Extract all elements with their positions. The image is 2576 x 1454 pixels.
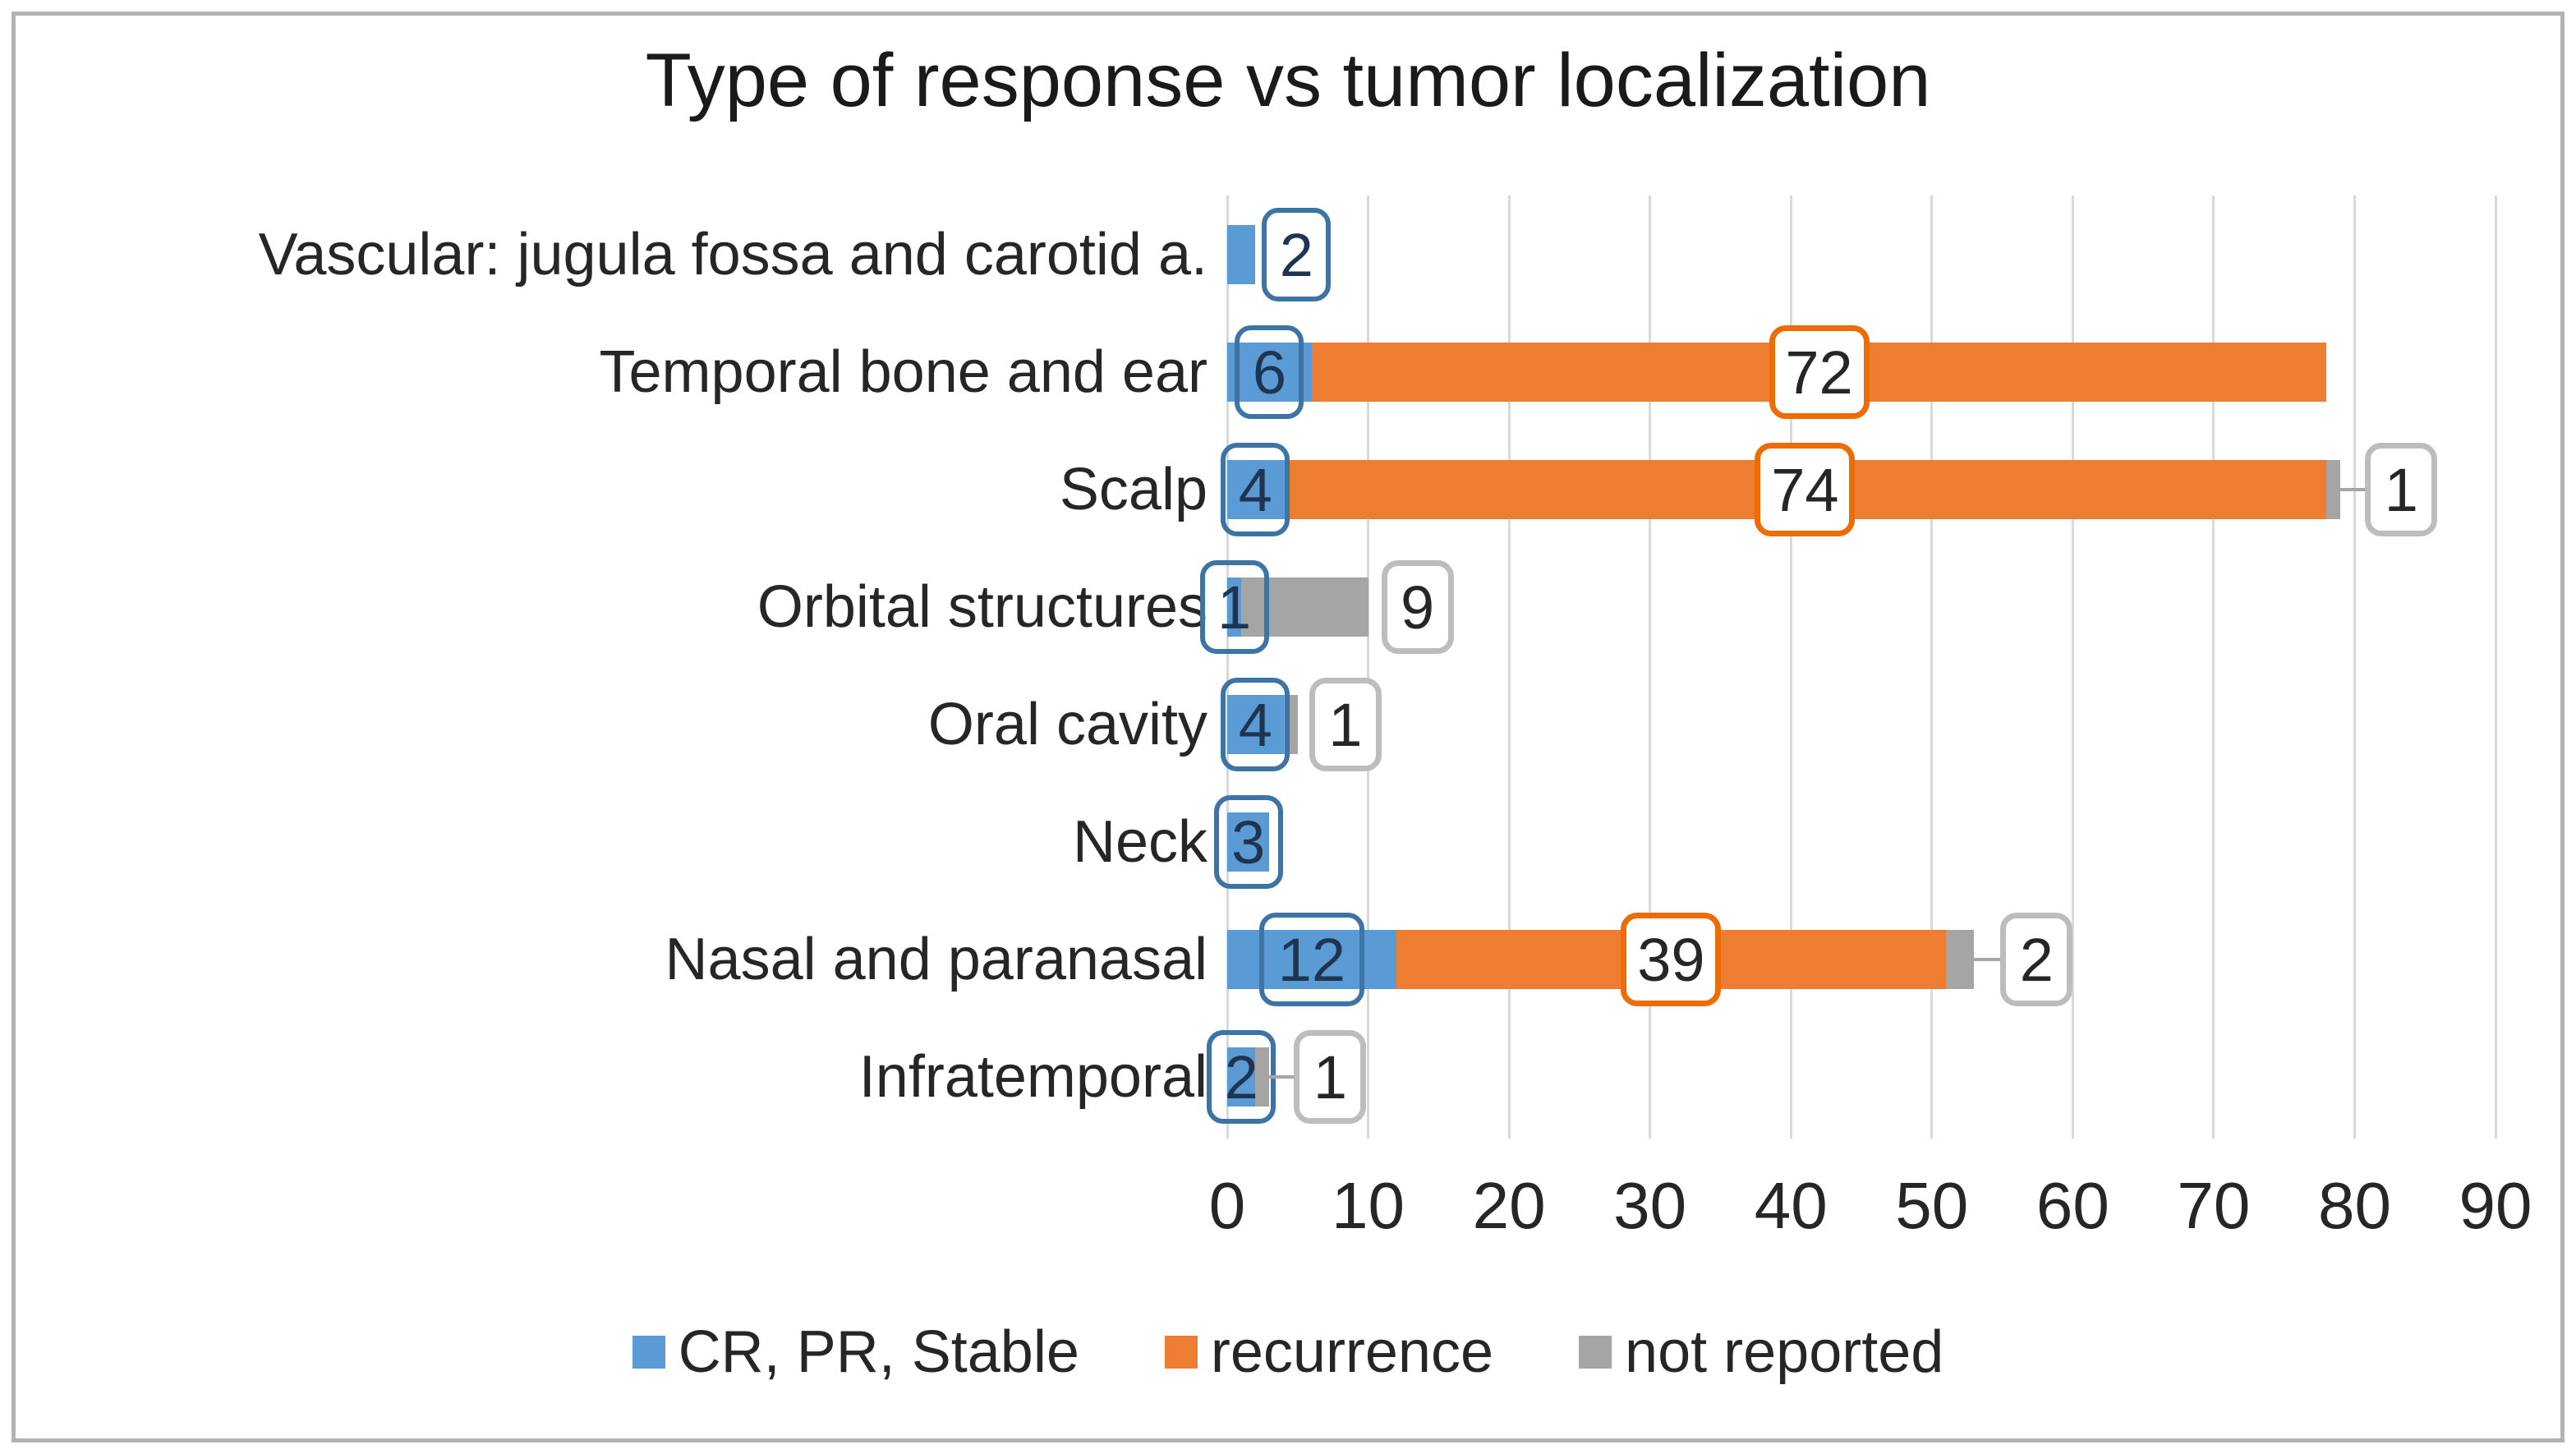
- bar-segment-blue: [1227, 460, 1284, 519]
- category-label: Orbital structures: [757, 574, 1208, 640]
- bar-segment-blue: [1227, 930, 1396, 989]
- axis-tick-label: 30: [1613, 1169, 1687, 1242]
- data-callout-blue: 4: [1221, 443, 1290, 536]
- bar-segment-blue: [1227, 812, 1270, 872]
- axis-tick-label: 20: [1472, 1169, 1546, 1242]
- data-callout-blue: 6: [1235, 325, 1304, 419]
- axis-tick-label: 70: [2177, 1169, 2251, 1242]
- data-callout-gray: 1: [1309, 678, 1382, 771]
- category-label: Scalp: [1059, 457, 1208, 522]
- bar-segment-blue: [1227, 695, 1284, 754]
- category-label: Oral cavity: [927, 692, 1208, 757]
- gridline: [1649, 196, 1652, 1139]
- gridline: [1930, 196, 1934, 1139]
- data-callout-gray: 2: [2000, 913, 2073, 1006]
- bar-segment-gray: [1255, 1047, 1270, 1107]
- legend-swatch: [1164, 1336, 1198, 1369]
- bar-segment-gray: [1945, 930, 1975, 989]
- category-label: Vascular: jugula fossa and carotid a.: [258, 222, 1208, 288]
- category-label: Infratemporal: [858, 1044, 1208, 1110]
- leader-line: [1974, 958, 2001, 961]
- category-label: Neck: [1072, 809, 1208, 875]
- data-callout-blue: 4: [1221, 678, 1290, 771]
- gridline: [2212, 196, 2215, 1139]
- gridline: [2494, 196, 2497, 1139]
- data-callout-gray: 1: [2365, 443, 2438, 536]
- leader-line: [1269, 1075, 1295, 1079]
- leader-line: [2340, 488, 2366, 491]
- bar-segment-gray: [1241, 577, 1368, 637]
- legend-item: not reported: [1579, 1318, 1944, 1386]
- gridline: [2353, 196, 2356, 1139]
- data-callout-blue: 2: [1207, 1030, 1276, 1124]
- gridline: [1789, 196, 1792, 1139]
- data-callout-gray: 9: [1381, 560, 1454, 654]
- data-callout-blue: 1: [1199, 560, 1269, 654]
- data-callout-orange: 39: [1621, 913, 1722, 1006]
- axis-tick-label: 50: [1895, 1169, 1969, 1242]
- gridline: [2071, 196, 2074, 1139]
- category-label: Temporal bone and ear: [599, 339, 1208, 405]
- legend-label: recurrence: [1210, 1319, 1494, 1385]
- category-label: Nasal and paranasal: [665, 927, 1208, 992]
- axis-tick-label: 90: [2459, 1169, 2532, 1242]
- data-callout-orange: 74: [1755, 443, 1856, 536]
- gridline: [1507, 196, 1511, 1139]
- gridline: [1367, 196, 1370, 1139]
- legend-label: not reported: [1625, 1319, 1944, 1385]
- legend: CR, PR, Stable recurrence not reported: [0, 1303, 2576, 1401]
- bar-segment-gray: [2326, 460, 2341, 519]
- legend-swatch: [1579, 1336, 1612, 1369]
- bar-segment-blue: [1227, 343, 1312, 402]
- axis-tick-label: 10: [1332, 1169, 1405, 1242]
- legend-label: CR, PR, Stable: [678, 1319, 1079, 1385]
- bar-segment-blue: [1227, 1047, 1256, 1107]
- chart-title: Type of response vs tumor localization: [645, 39, 1931, 122]
- axis-tick-label: 0: [1208, 1169, 1246, 1242]
- data-callout-blue: 2: [1262, 208, 1332, 301]
- legend-item: recurrence: [1164, 1318, 1494, 1386]
- axis-tick-label: 40: [1754, 1169, 1828, 1242]
- data-callout-blue: 3: [1213, 795, 1283, 889]
- legend-item: CR, PR, Stable: [632, 1318, 1079, 1386]
- data-callout-gray: 1: [1294, 1030, 1367, 1124]
- data-callout-blue: 12: [1258, 913, 1364, 1006]
- bar-segment-blue: [1227, 225, 1256, 284]
- data-callout-orange: 72: [1769, 325, 1870, 419]
- gridline: [1226, 196, 1229, 1139]
- axis-tick-label: 60: [2036, 1169, 2109, 1242]
- legend-swatch: [632, 1336, 665, 1369]
- bar-segment-blue: [1227, 577, 1242, 637]
- axis-tick-label: 80: [2317, 1169, 2391, 1242]
